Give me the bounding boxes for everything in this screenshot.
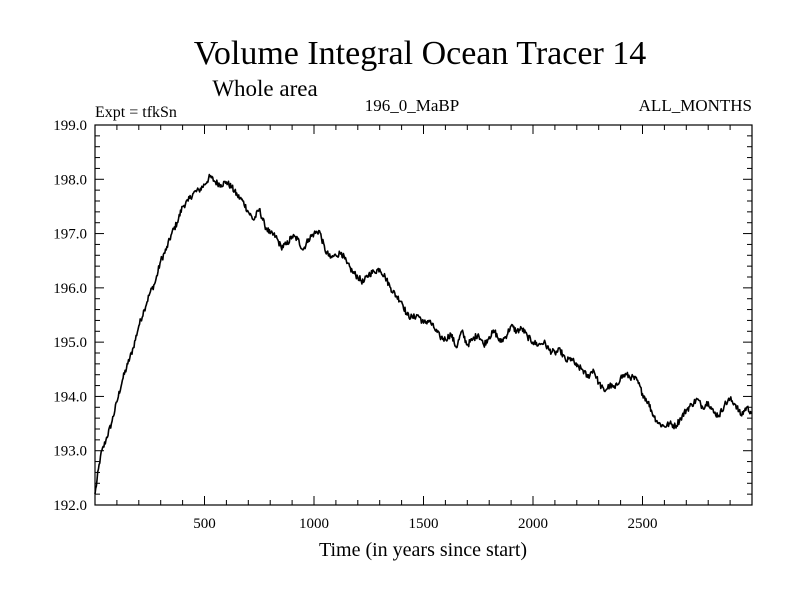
y-tick-label: 192.0 [53,498,87,514]
y-axis-ticks [95,124,752,506]
y-tick-label: 199.0 [53,118,87,134]
y-tick-label: 198.0 [53,172,87,188]
y-tick-label: 197.0 [53,227,87,243]
x-axis-ticks [116,125,731,505]
months-label: ALL_MONTHS [639,96,752,115]
plot-frame [94,124,753,506]
y-tick-label: 196.0 [53,281,87,297]
chart-subtitle: Whole area [212,76,317,101]
x-tick-label: 1000 [299,516,329,532]
x-tick-label: 1500 [409,516,439,532]
x-tick-label: 500 [193,516,216,532]
y-axis-tick-labels: 192.0 193.0 194.0 195.0 196.0 197.0 198.0 199.0 [53,118,87,514]
x-axis-label: Time (in years since start) [319,539,527,561]
y-tick-label: 194.0 [53,389,87,405]
experiment-label: Expt = tfkSn [95,104,177,121]
x-tick-label: 2000 [518,516,548,532]
period-label: 196_0_MaBP [365,96,459,115]
y-tick-label: 193.0 [53,444,87,460]
x-axis-tick-labels: 500 1000 1500 2000 2500 [193,516,657,532]
y-tick-label: 195.0 [53,335,87,351]
x-tick-label: 2500 [628,516,658,532]
chart-title: Volume Integral Ocean Tracer 14 [194,35,647,72]
series-line-tracer-14 [94,173,753,495]
